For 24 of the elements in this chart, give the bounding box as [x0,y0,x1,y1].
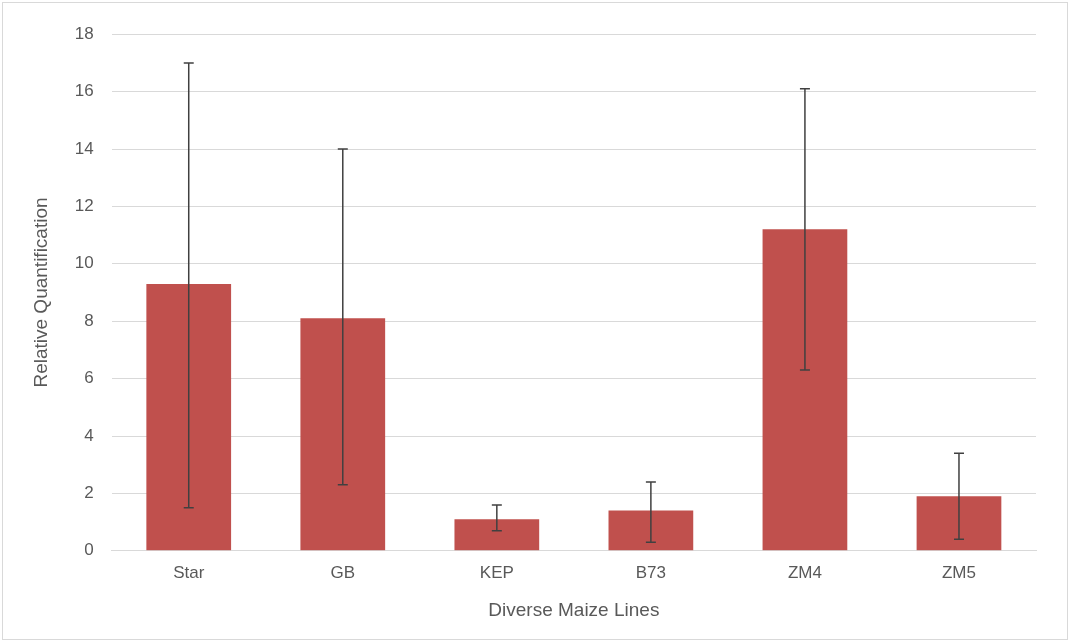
y-tick-label: 18 [74,23,94,43]
bar [146,283,232,551]
bar [300,318,386,551]
bar [916,496,1002,551]
x-tick-label: ZM5 [941,562,976,582]
y-tick-label: 10 [74,253,94,273]
y-tick-label: 14 [74,138,94,158]
x-tick-label: ZM4 [787,562,822,582]
y-tick-label: 12 [74,196,94,216]
y-tick-label: 8 [84,310,94,330]
y-tick-label: 16 [74,81,94,101]
y-tick-label: 2 [84,483,94,503]
y-tick-label: 0 [84,540,94,560]
y-tick-label: 4 [84,425,94,445]
x-tick-label: Star [173,562,205,582]
x-tick-label: KEP [479,562,514,582]
bar [762,229,848,551]
y-axis-title: Relative Quantification [29,197,51,388]
x-tick-label: B73 [635,562,666,582]
bar [608,510,694,551]
x-axis-title: Diverse Maize Lines [488,598,660,620]
x-tick-label: GB [330,562,356,582]
y-tick-label: 6 [84,368,94,388]
bar [454,519,540,551]
